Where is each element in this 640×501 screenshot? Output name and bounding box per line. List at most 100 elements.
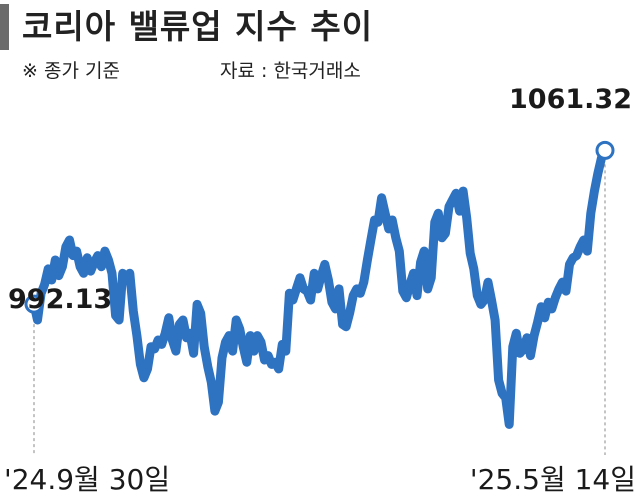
data-point (416, 295, 418, 297)
data-point (473, 268, 475, 270)
data-point (452, 199, 453, 201)
data-point (175, 350, 177, 352)
data-point (253, 350, 255, 352)
data-point (242, 346, 244, 348)
data-point (58, 275, 60, 277)
data-point (125, 277, 127, 279)
chart-title: 코리아 밸류업 지수 추이 (22, 7, 374, 46)
data-point (423, 250, 425, 252)
data-point (292, 299, 294, 301)
closing-price-note: ※ 종가 기준 (22, 60, 120, 82)
data-point (186, 337, 187, 339)
data-point (388, 228, 390, 230)
data-point (427, 288, 429, 290)
data-point (118, 319, 120, 321)
data-point (356, 288, 358, 290)
data-point (97, 255, 99, 257)
data-point (593, 190, 595, 192)
data-point (335, 308, 336, 310)
data-point (143, 377, 145, 379)
data-point (420, 261, 422, 263)
data-point (554, 297, 556, 299)
title-accent-bar (0, 4, 9, 50)
data-point (327, 279, 329, 281)
data-point (168, 317, 170, 319)
data-point (476, 295, 478, 297)
data-point (409, 283, 411, 285)
data-point (363, 281, 365, 283)
start-date-label: '24.9월 30일 (4, 463, 171, 496)
data-point (398, 250, 400, 252)
data-point (83, 272, 85, 274)
data-point (264, 359, 265, 361)
data-point (569, 263, 570, 265)
data-point (90, 270, 92, 272)
data-point (561, 281, 563, 283)
data-point (37, 319, 38, 321)
data-point (164, 332, 166, 334)
data-point (285, 350, 287, 352)
data-point (437, 212, 439, 214)
data-point (246, 361, 248, 363)
data-point (466, 217, 468, 219)
data-point (132, 310, 134, 312)
data-point (597, 172, 599, 174)
data-point (65, 246, 67, 248)
index-series-line (29, 145, 610, 429)
data-point (44, 283, 46, 285)
data-point (444, 232, 446, 234)
data-point (480, 303, 482, 305)
data-point (306, 290, 308, 292)
data-point (72, 255, 74, 257)
data-point (161, 343, 163, 345)
data-point (104, 250, 106, 252)
data-point (498, 379, 500, 381)
data-point (370, 239, 372, 241)
data-point (79, 266, 81, 268)
end-date-label: '25.5월 14일 (469, 463, 636, 496)
data-points (33, 149, 606, 425)
data-point (519, 352, 521, 354)
data-point (487, 281, 489, 283)
data-point (547, 301, 549, 303)
data-point (171, 339, 173, 341)
data-point (271, 363, 273, 365)
data-point (228, 335, 230, 337)
data-point (40, 292, 42, 294)
data-point (405, 297, 407, 299)
data-point (54, 259, 56, 261)
data-point (193, 352, 195, 354)
data-point (225, 341, 226, 343)
data-point (512, 346, 514, 348)
data-point (182, 319, 184, 321)
data-point (313, 272, 315, 274)
data-point (342, 323, 344, 325)
data-point (235, 319, 237, 321)
data-point (303, 288, 304, 290)
data-point (150, 346, 152, 348)
data-point (200, 312, 202, 314)
data-point (100, 266, 102, 268)
data-point (501, 392, 503, 394)
data-point (147, 368, 148, 370)
data-point (377, 221, 379, 223)
data-point (558, 288, 560, 290)
data-point (430, 277, 432, 279)
data-point (462, 190, 464, 192)
data-point (576, 255, 578, 257)
data-point (491, 299, 492, 301)
data-point (366, 259, 368, 261)
data-point (586, 250, 588, 252)
data-point (239, 328, 241, 330)
data-point (338, 288, 340, 290)
data-point (590, 212, 592, 214)
data-point (69, 239, 70, 241)
data-point (537, 321, 539, 323)
data-point (381, 197, 383, 199)
data-point (157, 339, 159, 341)
data-point (274, 361, 276, 363)
data-point (579, 246, 581, 248)
data-point (267, 355, 269, 357)
data-point (522, 348, 524, 350)
